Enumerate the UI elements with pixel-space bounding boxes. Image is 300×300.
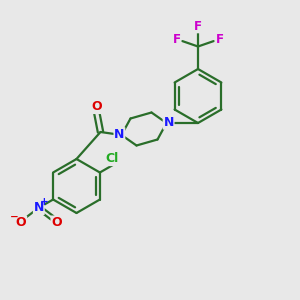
Text: O: O: [92, 100, 102, 113]
Text: F: F: [172, 33, 180, 46]
Text: F: F: [216, 33, 224, 46]
Text: N: N: [114, 128, 124, 141]
Text: N: N: [34, 201, 44, 214]
Text: +: +: [40, 197, 49, 207]
Text: O: O: [51, 216, 62, 229]
Text: N: N: [164, 116, 174, 129]
Text: Cl: Cl: [105, 152, 119, 165]
Text: F: F: [194, 20, 202, 33]
Text: O: O: [16, 216, 26, 229]
Text: −: −: [10, 212, 18, 222]
